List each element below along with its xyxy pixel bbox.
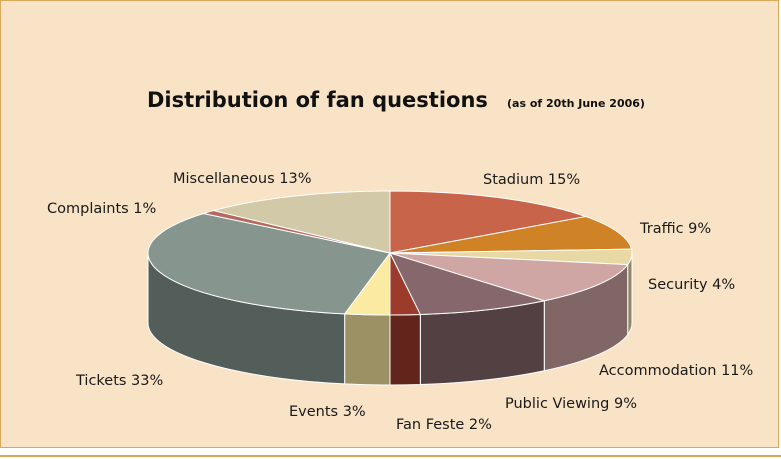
chart-title-block: Distribution of fan questions (as of 20t… [147,88,645,112]
label-miscellaneous: Miscellaneous 13% [173,171,312,187]
pie-side-fan-feste [389,313,421,386]
bottom-rule [0,455,781,457]
label-events: Events 3% [289,404,366,420]
chart-subtitle: (as of 20th June 2006) [507,97,645,110]
pie-side-walls [147,252,633,386]
pie-slice-miscellaneous [213,190,391,254]
label-traffic: Traffic 9% [639,221,711,237]
pie-slice-public-viewing [389,252,547,316]
pie-slice-traffic [389,216,633,254]
pie-slice-accommodation [389,252,629,302]
label-fan-feste: Fan Feste 2% [396,417,492,433]
pie-labels: Stadium 15% Traffic 9% Security 4% Accommod… [47,171,753,433]
label-complaints: Complaints 1% [47,201,156,217]
chart-title: Distribution of fan questions [147,88,488,112]
label-accommodation: Accommodation 11% [599,363,753,379]
pie-side-security [627,252,633,337]
label-stadium: Stadium 15% [483,172,580,188]
pie-side-events [344,313,391,386]
label-security: Security 4% [648,277,735,293]
pie-slice-stadium [389,190,588,254]
pie-top-faces [147,190,633,316]
label-tickets: Tickets 33% [75,373,163,389]
label-public-viewing: Public Viewing 9% [505,396,637,412]
pie-slice-tickets [147,212,391,315]
